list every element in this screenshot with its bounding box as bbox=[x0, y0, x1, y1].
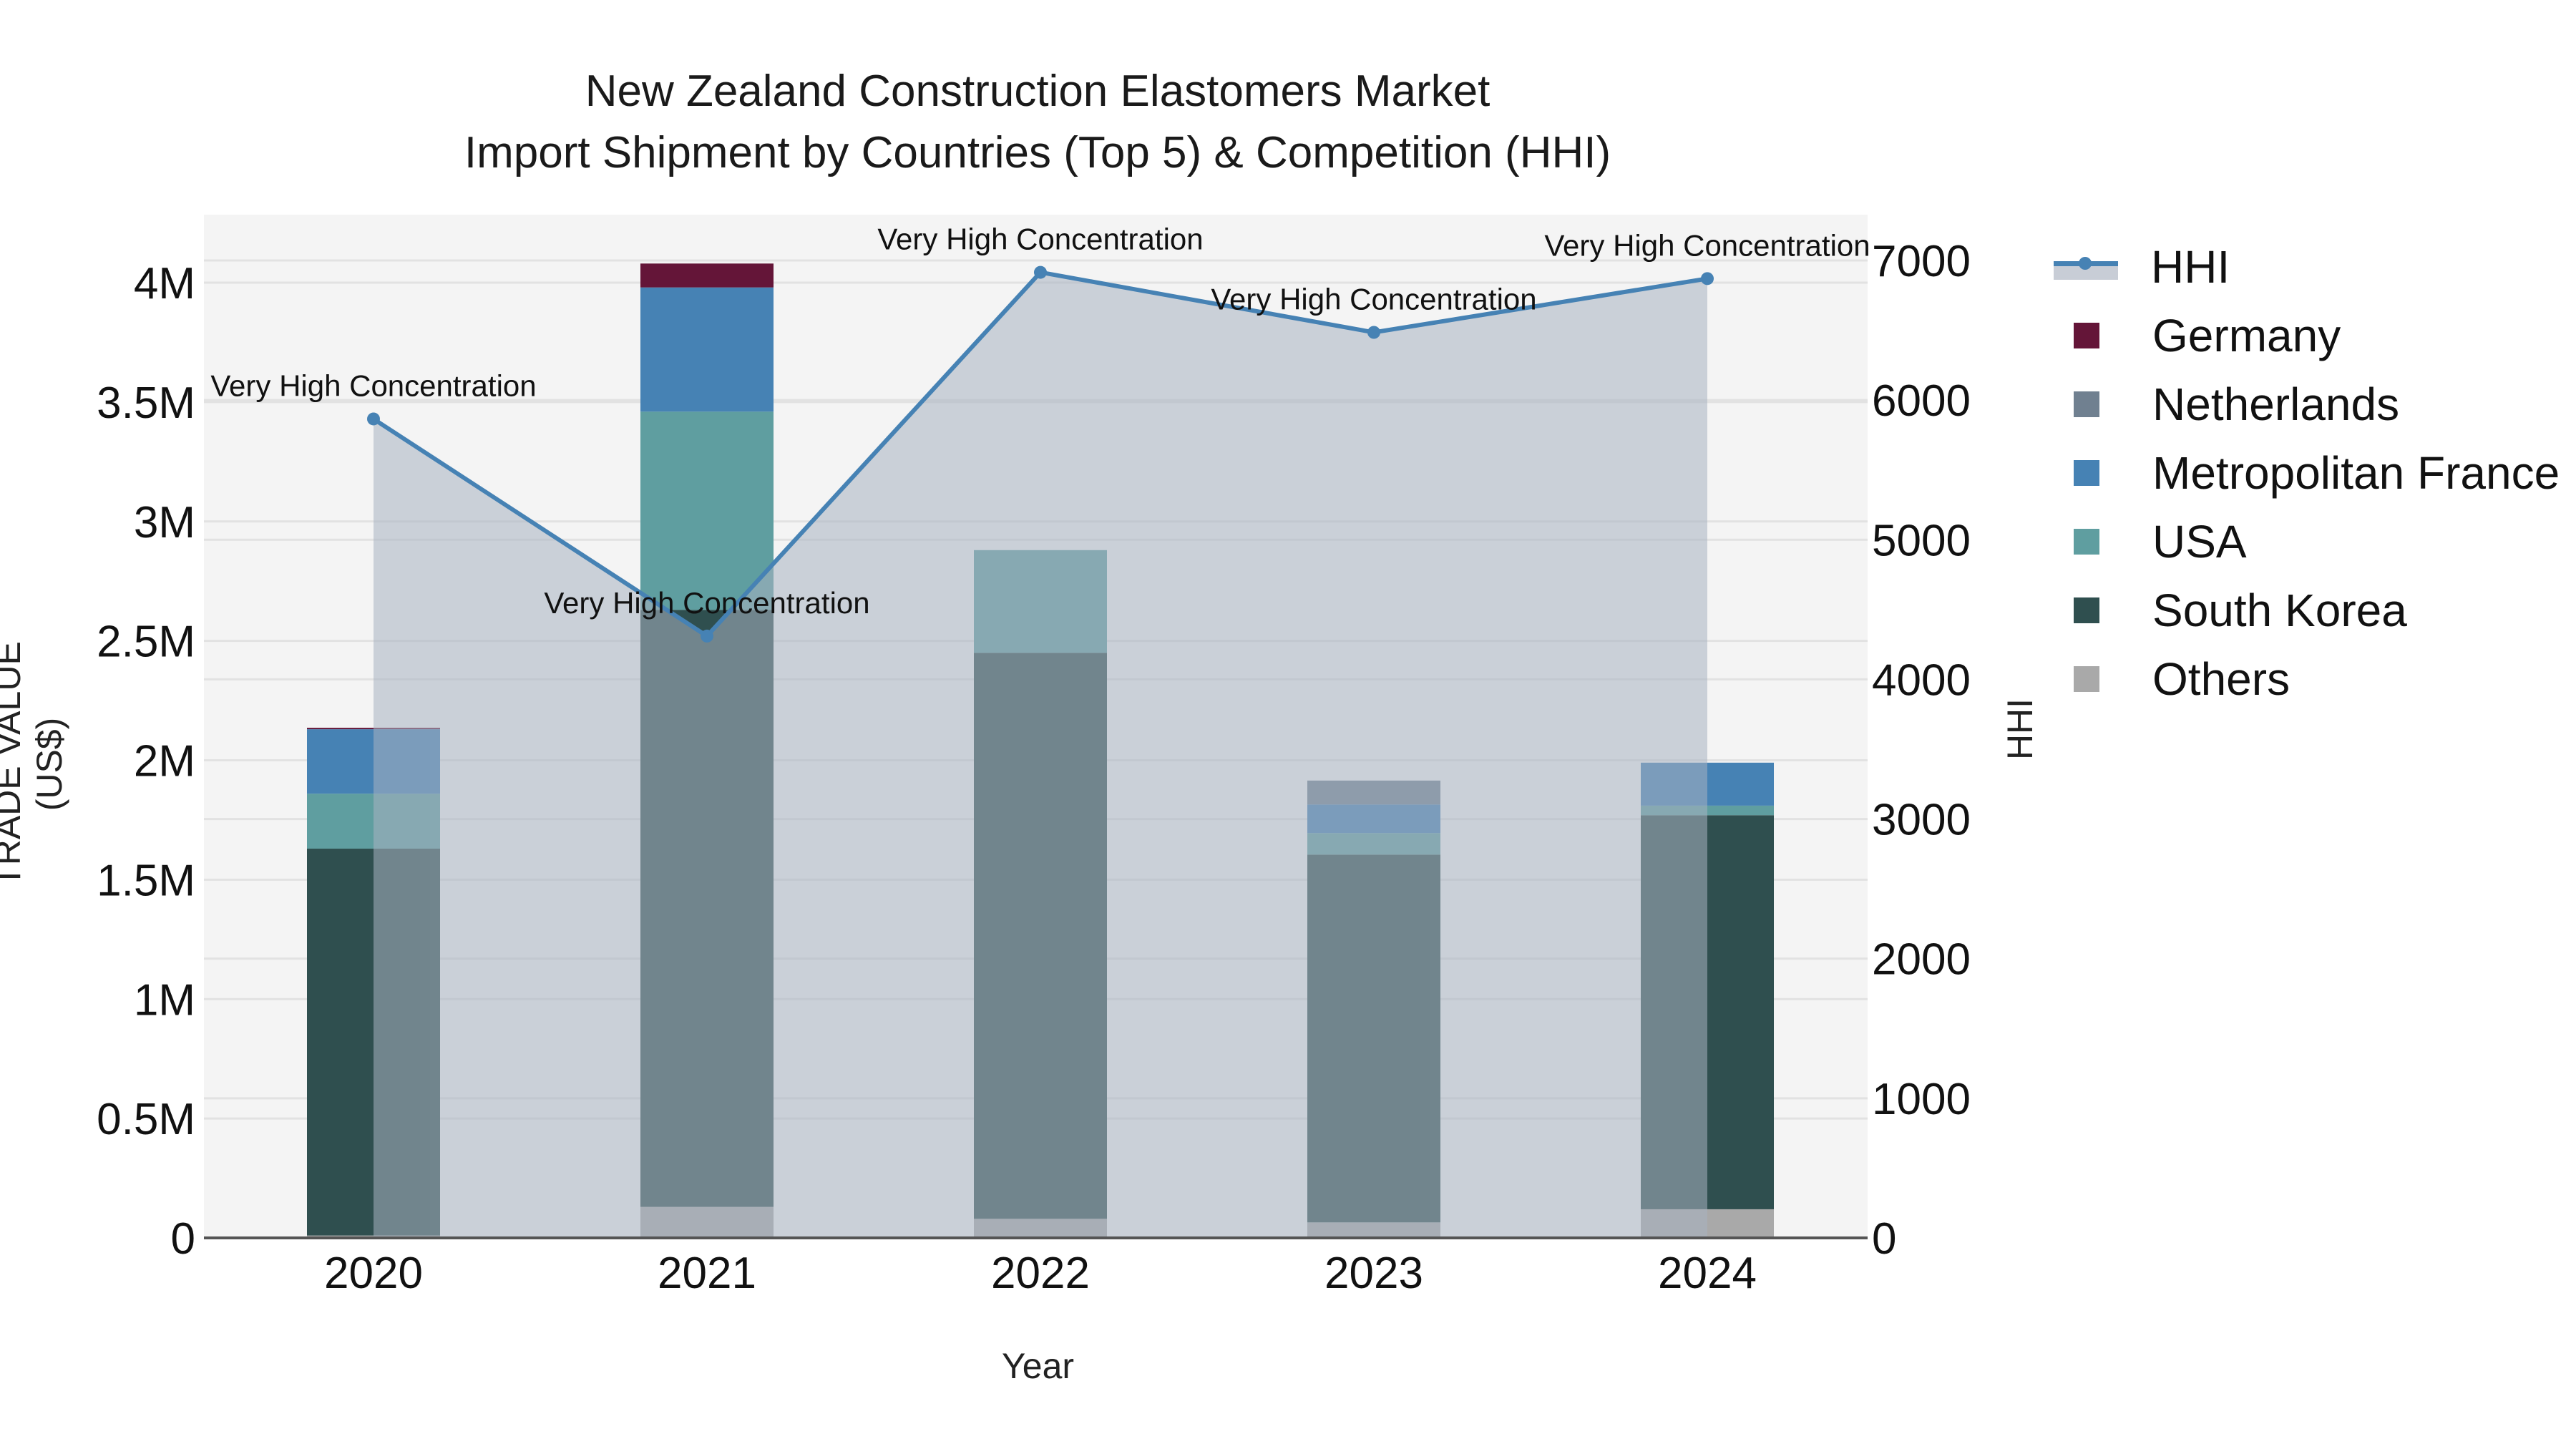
hhi-annotation: Very High Concentration bbox=[1544, 228, 1870, 262]
x-tick: 2020 bbox=[324, 1249, 423, 1298]
y-right-tick: 5000 bbox=[1872, 516, 1971, 565]
y-right-tick: 7000 bbox=[1872, 237, 1971, 286]
swatch-icon bbox=[2074, 597, 2099, 623]
hhi-annotation: Very High Concentration bbox=[1211, 282, 1536, 316]
x-tick: 2023 bbox=[1324, 1249, 1423, 1298]
y-axis-left-title: TRADE VALUE (US$) bbox=[0, 641, 69, 887]
y-right-tick: 4000 bbox=[1872, 655, 1971, 705]
hhi-point[interactable] bbox=[701, 629, 713, 643]
hhi-point[interactable] bbox=[1367, 326, 1380, 339]
swatch-icon bbox=[2074, 460, 2099, 486]
x-tick: 2024 bbox=[1658, 1249, 1757, 1298]
legend: HHI Germany Netherlands Metropolitan Fra… bbox=[2054, 233, 2560, 713]
y-right-tick: 3000 bbox=[1872, 796, 1971, 845]
y-left-tick: 3M bbox=[134, 498, 195, 547]
chart-title-line2: Import Shipment by Countries (Top 5) & C… bbox=[464, 128, 1611, 177]
y-axis-right-title: HHI bbox=[2000, 698, 2041, 761]
bar-segment-germany[interactable] bbox=[640, 263, 774, 288]
swatch-icon bbox=[2074, 529, 2099, 555]
swatch-icon bbox=[2074, 666, 2099, 692]
chart-title-line1: New Zealand Construction Elastomers Mark… bbox=[585, 67, 1491, 116]
legend-item-hhi[interactable]: HHI bbox=[2054, 233, 2560, 301]
legend-label: Germany bbox=[2152, 310, 2341, 361]
hhi-area bbox=[374, 272, 1707, 1238]
y-left-tick: 3.5M bbox=[97, 379, 195, 428]
hhi-annotation: Very High Concentration bbox=[544, 586, 869, 620]
legend-label: South Korea bbox=[2152, 585, 2407, 636]
swatch-icon bbox=[2074, 391, 2099, 417]
x-tick: 2022 bbox=[991, 1249, 1090, 1298]
y-right-tick: 1000 bbox=[1872, 1075, 1971, 1124]
y-right-tick: 6000 bbox=[1872, 376, 1971, 426]
y-left-tick: 1M bbox=[134, 975, 195, 1025]
legend-label: Others bbox=[2152, 653, 2290, 705]
legend-label: Netherlands bbox=[2152, 379, 2400, 430]
y-left-tick: 1.5M bbox=[97, 856, 195, 905]
legend-item-usa[interactable]: USA bbox=[2054, 507, 2560, 576]
legend-item-metropolitan-france[interactable]: Metropolitan France bbox=[2054, 439, 2560, 507]
swatch-icon bbox=[2074, 323, 2099, 348]
legend-label: USA bbox=[2152, 516, 2247, 567]
y-right-tick: 0 bbox=[1872, 1214, 1896, 1264]
y-left-tick: 2M bbox=[134, 737, 195, 786]
bar-segment-metropolitan-france[interactable] bbox=[640, 287, 774, 412]
y-left-tick: 0 bbox=[171, 1214, 195, 1264]
hhi-point[interactable] bbox=[1034, 265, 1047, 279]
hhi-annotation: Very High Concentration bbox=[877, 223, 1203, 256]
x-axis-title: Year bbox=[1002, 1346, 1075, 1386]
hhi-annotation: Very High Concentration bbox=[210, 369, 536, 402]
y-left-tick: 4M bbox=[134, 259, 195, 308]
legend-item-netherlands[interactable]: Netherlands bbox=[2054, 370, 2560, 439]
legend-label: HHI bbox=[2151, 241, 2230, 293]
legend-item-others[interactable]: Others bbox=[2054, 645, 2560, 713]
hhi-point[interactable] bbox=[367, 412, 380, 426]
line-marker-icon bbox=[2054, 253, 2118, 281]
legend-label: Metropolitan France bbox=[2152, 447, 2560, 499]
x-tick: 2021 bbox=[658, 1249, 756, 1298]
y-left-tick: 2.5M bbox=[97, 618, 195, 667]
y-right-tick: 2000 bbox=[1872, 935, 1971, 985]
legend-item-south-korea[interactable]: South Korea bbox=[2054, 576, 2560, 645]
y-left-tick: 0.5M bbox=[97, 1095, 195, 1144]
legend-item-germany[interactable]: Germany bbox=[2054, 301, 2560, 370]
bar-segment-usa[interactable] bbox=[640, 411, 774, 610]
hhi-point[interactable] bbox=[1701, 272, 1714, 286]
